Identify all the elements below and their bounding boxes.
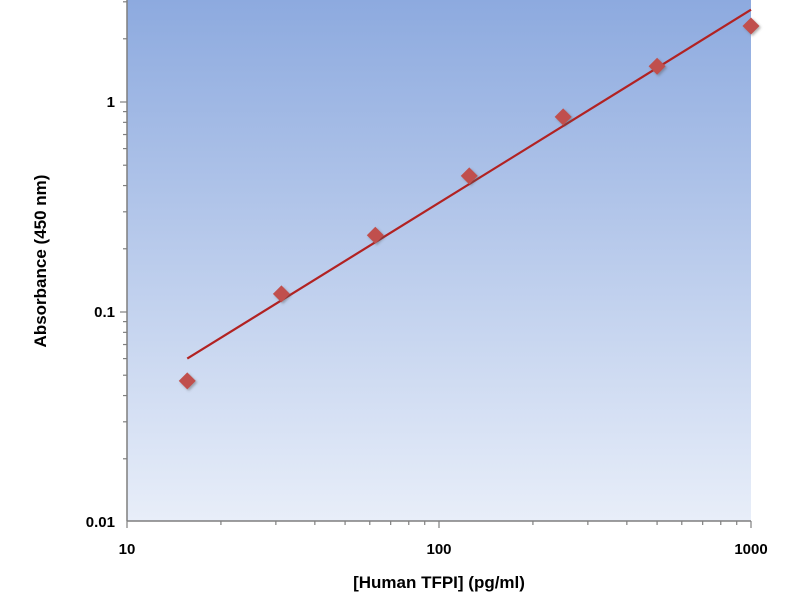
x-tick-label: 100 — [426, 541, 451, 558]
data-point — [178, 372, 196, 390]
y-tick-label: 0.1 — [94, 304, 115, 321]
data-point — [272, 285, 290, 303]
data-point — [366, 226, 384, 244]
data-point — [460, 167, 478, 185]
axes — [126, 0, 751, 522]
data-point — [648, 57, 666, 75]
tick-labels: 0.01 0.1 1 10 100 1000 — [86, 94, 768, 558]
data-points — [178, 17, 760, 390]
x-tick-label: 1000 — [734, 541, 767, 558]
x-tick-label: 10 — [119, 541, 136, 558]
x-axis-title: [Human TFPI] (pg/ml) — [353, 573, 525, 592]
y-tick-label: 1 — [107, 94, 115, 111]
y-tick-label: 0.01 — [86, 514, 115, 531]
data-point — [742, 17, 760, 35]
data-point — [554, 108, 572, 126]
plot-area — [127, 0, 751, 521]
y-axis-title: Absorbance (450 nm) — [31, 175, 50, 348]
